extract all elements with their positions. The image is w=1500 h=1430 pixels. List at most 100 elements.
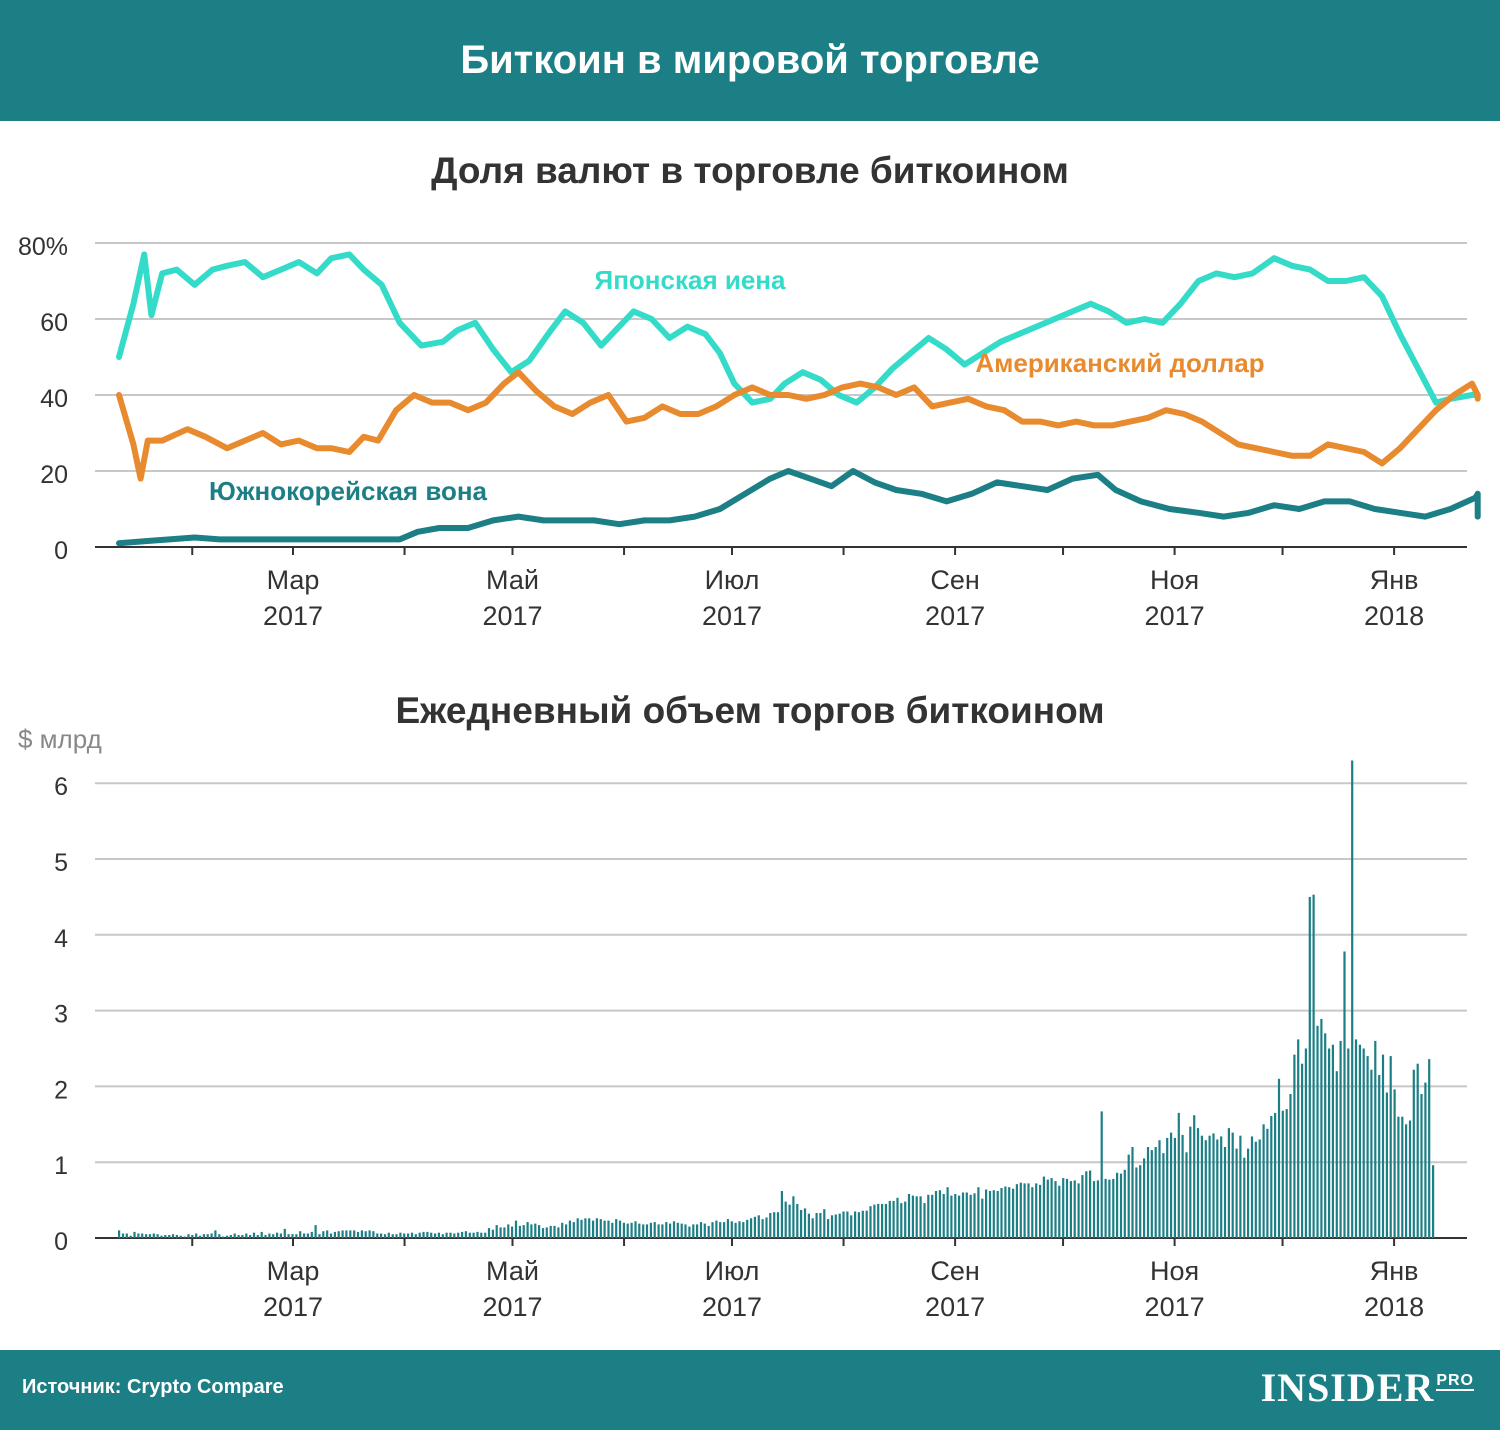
volume-bar bbox=[1266, 1128, 1269, 1238]
volume-bar bbox=[1231, 1132, 1234, 1238]
volume-bar bbox=[699, 1222, 703, 1238]
volume-bar bbox=[260, 1231, 263, 1238]
volume-bar bbox=[981, 1198, 984, 1238]
volume-bar bbox=[896, 1197, 899, 1238]
volume-bar bbox=[1108, 1179, 1111, 1238]
volume-bar bbox=[195, 1233, 198, 1238]
logo-text: INSIDER bbox=[1260, 1365, 1435, 1410]
volume-bar bbox=[642, 1224, 645, 1238]
volume-bar bbox=[306, 1233, 309, 1238]
y-tick-label: 6 bbox=[54, 773, 68, 801]
volume-bar bbox=[276, 1232, 279, 1238]
volume-bar bbox=[1227, 1128, 1230, 1238]
volume-bar bbox=[669, 1223, 672, 1238]
volume-bar bbox=[360, 1230, 363, 1238]
volume-bar bbox=[272, 1234, 275, 1238]
volume-bar bbox=[1193, 1115, 1196, 1238]
x-tick-year: 2017 bbox=[702, 601, 762, 631]
volume-bar bbox=[1235, 1148, 1238, 1238]
volume-bar bbox=[326, 1230, 329, 1238]
volume-bar bbox=[210, 1233, 213, 1238]
volume-bar bbox=[441, 1234, 444, 1238]
volume-bar bbox=[1042, 1176, 1045, 1238]
volume-bar bbox=[391, 1234, 394, 1238]
volume-bar bbox=[938, 1190, 941, 1238]
volume-bar bbox=[1135, 1167, 1138, 1238]
x-tick-year: 2017 bbox=[482, 1292, 542, 1322]
volume-bar bbox=[1412, 1069, 1415, 1238]
x-tick-month: Янв bbox=[1370, 1256, 1419, 1286]
volume-bar bbox=[414, 1234, 417, 1238]
volume-bar bbox=[1065, 1178, 1069, 1238]
volume-bar bbox=[156, 1234, 159, 1238]
volume-bar bbox=[1031, 1187, 1034, 1238]
volume-bar bbox=[133, 1231, 136, 1238]
volume-bar bbox=[730, 1221, 733, 1238]
volume-bar bbox=[1085, 1171, 1088, 1238]
volume-bar bbox=[1170, 1132, 1173, 1238]
volume-bar bbox=[657, 1224, 660, 1238]
volume-bar bbox=[1139, 1165, 1142, 1238]
volume-bar bbox=[723, 1222, 726, 1238]
volume-bar bbox=[1196, 1128, 1200, 1238]
volume-bar bbox=[349, 1230, 352, 1238]
volume-bar bbox=[511, 1226, 514, 1238]
volume-bar bbox=[1158, 1140, 1161, 1238]
volume-bar bbox=[985, 1189, 988, 1238]
volume-bar bbox=[719, 1222, 722, 1238]
volume-bar bbox=[1146, 1147, 1150, 1238]
volume-bar bbox=[1015, 1184, 1018, 1238]
volume-bar bbox=[1004, 1186, 1007, 1238]
volume-bar bbox=[973, 1193, 976, 1238]
volume-bar bbox=[1200, 1135, 1203, 1238]
volume-bar bbox=[279, 1233, 282, 1238]
volume-bar bbox=[1420, 1094, 1423, 1238]
volume-bar bbox=[1119, 1173, 1123, 1238]
volume-bar bbox=[811, 1218, 814, 1238]
volume-bar bbox=[1239, 1135, 1242, 1238]
x-tick-month: Мар bbox=[267, 1256, 320, 1286]
volume-bar bbox=[121, 1233, 125, 1238]
volume-bar bbox=[1023, 1183, 1026, 1238]
volume-bar bbox=[734, 1222, 737, 1238]
x-tick-year: 2017 bbox=[263, 1292, 323, 1322]
volume-bar bbox=[1301, 1063, 1304, 1238]
volume-bar bbox=[1035, 1183, 1038, 1238]
y-tick-label: 2 bbox=[54, 1076, 68, 1104]
volume-bar bbox=[1100, 1111, 1103, 1238]
volume-bar bbox=[291, 1234, 294, 1238]
volume-bar bbox=[757, 1215, 760, 1238]
volume-bar bbox=[410, 1232, 414, 1238]
volume-bar bbox=[484, 1232, 487, 1238]
x-tick-month: Сен bbox=[930, 565, 979, 595]
volume-bar bbox=[919, 1196, 922, 1238]
volume-bar bbox=[711, 1222, 714, 1238]
series-label-krw: Южнокорейская вона bbox=[209, 476, 488, 506]
volume-bar bbox=[268, 1233, 271, 1238]
volume-bar bbox=[1123, 1169, 1126, 1238]
volume-bar bbox=[1366, 1056, 1369, 1238]
volume-bar bbox=[1316, 1025, 1319, 1238]
volume-bar bbox=[927, 1194, 930, 1238]
x-tick-month: Июл bbox=[705, 565, 760, 595]
volume-bar bbox=[676, 1222, 679, 1238]
volume-bar bbox=[603, 1220, 606, 1238]
volume-bar bbox=[422, 1231, 425, 1238]
volume-bar bbox=[175, 1235, 178, 1238]
volume-bar bbox=[904, 1201, 907, 1238]
volume-bar bbox=[1212, 1133, 1215, 1238]
volume-bar bbox=[507, 1224, 510, 1238]
volume-bar bbox=[545, 1227, 548, 1238]
volume-bar bbox=[1012, 1188, 1015, 1238]
x-tick-month: Июл bbox=[705, 1256, 760, 1286]
volume-bar bbox=[1181, 1134, 1184, 1238]
volume-bar bbox=[395, 1234, 398, 1238]
volume-bar bbox=[499, 1227, 502, 1238]
volume-bar bbox=[1058, 1185, 1061, 1238]
volume-bar bbox=[792, 1196, 795, 1238]
volume-bar bbox=[645, 1224, 649, 1238]
volume-bar bbox=[148, 1234, 151, 1238]
volume-bar bbox=[1054, 1181, 1057, 1238]
volume-bar bbox=[857, 1212, 860, 1238]
volume-bar bbox=[769, 1213, 772, 1238]
